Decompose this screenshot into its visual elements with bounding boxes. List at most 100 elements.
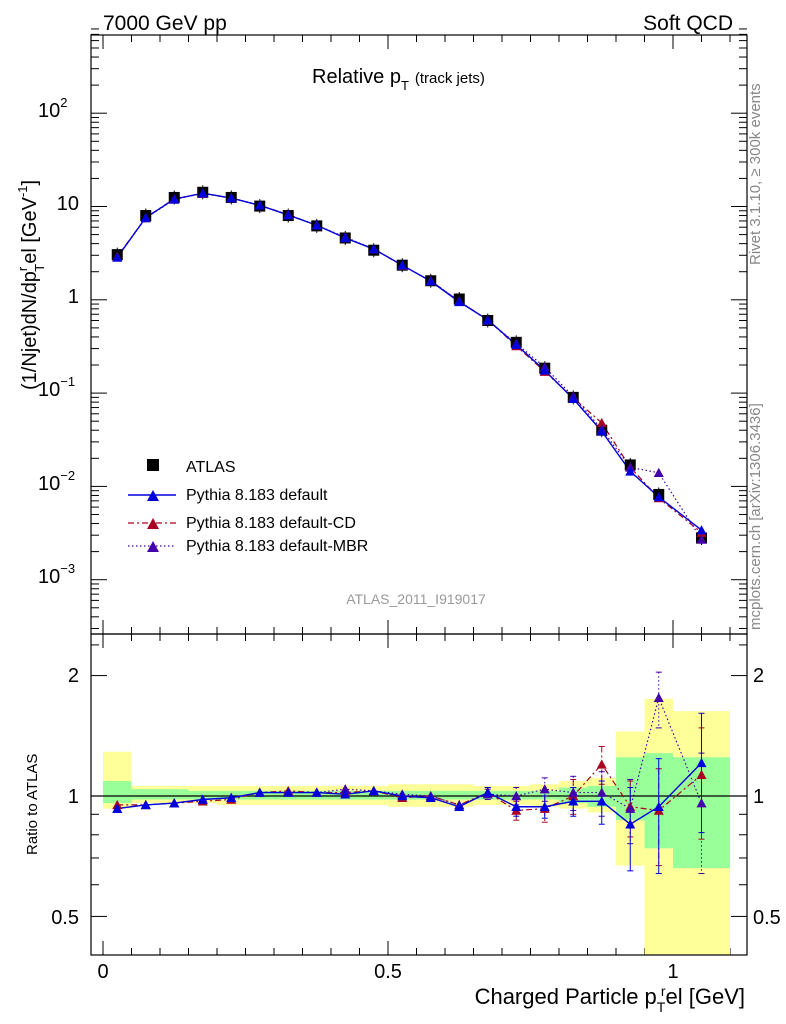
main-point-default bbox=[596, 426, 607, 436]
main-point-default bbox=[311, 220, 322, 230]
main-point-default bbox=[197, 188, 208, 198]
header-collision-label: 7000 GeV pp bbox=[103, 12, 227, 35]
main-ytick-label-1: 1 bbox=[68, 286, 79, 308]
ratio-band-stat bbox=[359, 790, 388, 800]
ratio-band-stat bbox=[131, 789, 160, 800]
main-point-default bbox=[368, 244, 379, 254]
main-point-default bbox=[696, 525, 707, 535]
legend-atlas-marker bbox=[147, 459, 159, 471]
ratio-point-mbr bbox=[596, 787, 607, 797]
main-ytick-label-1e-2: 10−2 bbox=[38, 468, 75, 495]
analysis-id-label: ATLAS_2011_I919017 bbox=[346, 591, 486, 607]
ratio-point-default bbox=[625, 819, 636, 829]
ratio-ytick-label-right-0.5: 0.5 bbox=[753, 907, 781, 929]
main-line-default bbox=[116, 192, 702, 531]
source-label: mcplots.cern.ch [arXiv:1306.3436] bbox=[747, 403, 764, 630]
ratio-panel bbox=[91, 634, 747, 955]
main-point-default bbox=[482, 314, 493, 325]
ratio-point-default bbox=[454, 801, 465, 811]
ratio-point-default bbox=[568, 796, 579, 806]
legend-default-label: Pythia 8.183 default bbox=[186, 487, 328, 504]
main-point-default bbox=[397, 260, 408, 270]
main-point-default bbox=[226, 193, 237, 203]
main-point-default bbox=[454, 296, 465, 307]
main-point-mbr bbox=[696, 534, 707, 544]
header-process-label: Soft QCD bbox=[643, 12, 733, 35]
ratio-point-default bbox=[254, 787, 265, 797]
main-point-cd bbox=[596, 417, 607, 428]
main-point-default bbox=[112, 252, 123, 262]
main-ytick-label-1e-3: 10−3 bbox=[38, 561, 75, 588]
ratio-point-cd bbox=[696, 769, 707, 780]
main-point-mbr bbox=[653, 467, 664, 478]
ratio-point-mbr bbox=[539, 784, 550, 794]
main-point-default bbox=[625, 466, 636, 476]
ratio-point-default bbox=[653, 801, 664, 811]
ratio-point-default bbox=[596, 796, 607, 806]
ratio-ytick-label-right-2: 2 bbox=[753, 665, 764, 687]
x-axis-label: Charged Particle pTrel [GeV] bbox=[475, 983, 745, 1015]
main-ytick-label-10: 10 bbox=[57, 193, 79, 215]
ratio-point-mbr bbox=[625, 803, 636, 813]
ratio-ytick-label-0.5: 0.5 bbox=[51, 907, 79, 929]
ratio-band-stat bbox=[445, 790, 474, 800]
ratio-point-default bbox=[425, 792, 436, 802]
ratio-point-default bbox=[340, 789, 351, 799]
legend-cd-marker bbox=[147, 518, 159, 529]
main-y-axis-label: (1/Njet)dN/dpr Tel [GeV-1] bbox=[15, 180, 47, 390]
main-point-default bbox=[511, 339, 522, 349]
main-point-default bbox=[539, 365, 550, 375]
ratio-ytick-label-right-1: 1 bbox=[753, 786, 764, 808]
ratio-panel-frame bbox=[90, 633, 748, 956]
ratio-point-default bbox=[112, 803, 123, 813]
main-point-default bbox=[169, 194, 180, 204]
ratio-point-default bbox=[311, 787, 322, 797]
xtick-label-0: 0 bbox=[97, 961, 108, 983]
rivet-version-label: Rivet 3.1.10, ≥ 300k events bbox=[747, 83, 764, 265]
ratio-point-default bbox=[696, 757, 707, 768]
xtick-label-1: 1 bbox=[667, 961, 678, 983]
main-point-default bbox=[283, 210, 294, 220]
ratio-line-mbr bbox=[117, 695, 703, 810]
ratio-y-axis-label: Ratio to ATLAS bbox=[24, 754, 41, 855]
main-panel bbox=[91, 28, 747, 646]
main-point-default bbox=[340, 232, 351, 243]
ratio-point-mbr bbox=[511, 791, 522, 801]
ratio-band-stat bbox=[160, 789, 189, 800]
ratio-point-default bbox=[283, 787, 294, 797]
ratio-point-mbr bbox=[653, 692, 664, 703]
ratio-point-default bbox=[397, 791, 408, 801]
ratio-point-default bbox=[511, 801, 522, 811]
main-point-default bbox=[425, 276, 436, 286]
ratio-point-cd bbox=[596, 759, 607, 769]
legend-cd-label: Pythia 8.183 default-CD bbox=[186, 515, 356, 532]
legend-mbr-marker bbox=[147, 541, 159, 552]
legend-atlas-label: ATLAS bbox=[186, 459, 236, 476]
main-ytick-label-100: 102 bbox=[38, 95, 67, 122]
main-point-default bbox=[568, 393, 579, 403]
ratio-point-default bbox=[482, 787, 493, 797]
ratio-point-default bbox=[169, 798, 180, 808]
ratio-point-mbr bbox=[568, 787, 579, 797]
main-ytick-label-1e-1: 10−1 bbox=[38, 374, 75, 401]
legend-default-marker bbox=[147, 490, 159, 501]
main-point-default bbox=[140, 212, 151, 222]
legend: ATLAS Pythia 8.183 default Pythia 8.183 … bbox=[128, 459, 368, 555]
ratio-ytick-label-2: 2 bbox=[68, 665, 79, 687]
main-title: Relative pT (track jets) bbox=[312, 66, 485, 93]
ratio-point-default bbox=[226, 792, 237, 802]
ratio-point-default bbox=[197, 794, 208, 804]
ratio-point-default bbox=[539, 801, 550, 811]
ratio-ytick-label-1: 1 bbox=[68, 786, 79, 808]
ratio-point-mbr bbox=[340, 784, 351, 794]
ratio-point-default bbox=[140, 799, 151, 810]
xtick-label-0.5: 0.5 bbox=[374, 961, 402, 983]
ratio-point-default bbox=[368, 785, 379, 796]
ratio-band-stat bbox=[103, 781, 132, 804]
legend-mbr-label: Pythia 8.183 default-MBR bbox=[186, 538, 368, 555]
main-line-cd bbox=[116, 192, 702, 534]
main-point-default bbox=[254, 200, 265, 210]
ratio-point-mbr bbox=[696, 798, 707, 808]
main-point-default bbox=[653, 491, 664, 502]
